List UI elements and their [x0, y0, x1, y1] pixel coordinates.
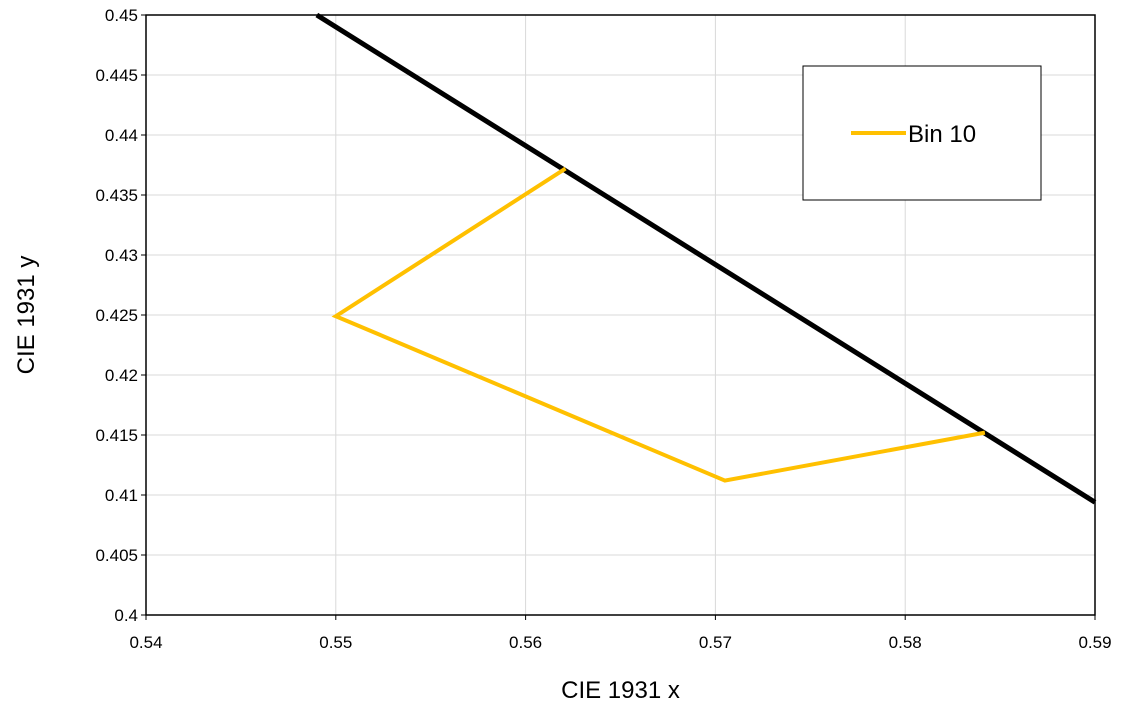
y-tick-label: 0.4	[114, 606, 138, 625]
y-tick-label: 0.435	[95, 186, 138, 205]
x-tick-label: 0.55	[319, 633, 352, 652]
plot-border	[145, 14, 1096, 616]
x-tick-label: 0.58	[889, 633, 922, 652]
series-line-bin-10	[331, 166, 986, 483]
boundary-line	[315, 12, 1097, 505]
x-tick-label: 0.54	[129, 633, 162, 652]
x-tick-label: 0.59	[1078, 633, 1111, 652]
x-axis-label: CIE 1931 x	[561, 677, 680, 704]
x-tick-labels: 0.54 0.55 0.56 0.57 0.58 0.59	[129, 633, 1111, 652]
legend: Bin 10	[802, 65, 1042, 201]
legend-box	[802, 65, 1042, 201]
y-tick-label: 0.41	[105, 486, 138, 505]
y-tick-label: 0.445	[95, 66, 138, 85]
series-layer	[315, 12, 1097, 505]
y-tick-label: 0.425	[95, 306, 138, 325]
y-tick-label: 0.45	[105, 6, 138, 25]
y-tick-label: 0.44	[105, 126, 138, 145]
legend-label-bin-10: Bin 10	[908, 121, 976, 148]
y-tick-label: 0.415	[95, 426, 138, 445]
y-tick-label: 0.405	[95, 546, 138, 565]
x-tick-label: 0.56	[509, 633, 542, 652]
y-tick-label: 0.43	[105, 246, 138, 265]
y-axis-label: CIE 1931 y	[13, 256, 40, 375]
y-tick-labels: 0.4 0.405 0.41 0.415 0.42 0.425 0.43 0.435 0.44 0…	[95, 6, 138, 625]
x-tick-label: 0.57	[699, 633, 732, 652]
y-tick-label: 0.42	[105, 366, 138, 385]
